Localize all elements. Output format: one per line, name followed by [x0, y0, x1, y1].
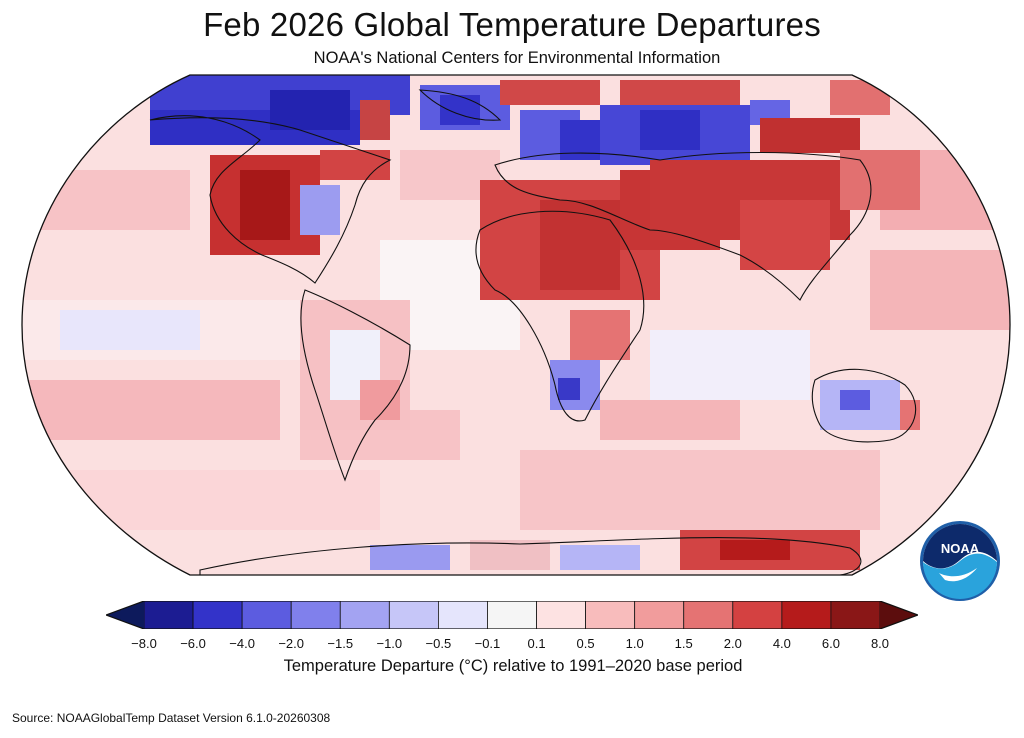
colorbar-cell	[339, 601, 390, 629]
chart-subtitle: NOAA's National Centers for Environmenta…	[313, 49, 721, 67]
colorbar-tick-label: 6.0	[821, 636, 840, 651]
colorbar-tick-label: −1.5	[327, 636, 354, 651]
colorbar-tick-label: −6.0	[180, 636, 206, 651]
colorbar-tick-label: −0.5	[425, 636, 452, 651]
colorbar-tick-label: −8.0	[131, 636, 157, 651]
colorbar-cell	[634, 601, 685, 629]
colorbar-cell	[585, 601, 636, 629]
map-border	[21, 74, 1011, 576]
colorbar-cell	[143, 601, 194, 629]
colorbar-tick-label: 0.1	[527, 636, 546, 651]
colorbar-tick-label: 2.0	[723, 636, 742, 651]
colorbar-cell	[487, 601, 537, 629]
colorbar-tick-label: 4.0	[772, 636, 791, 651]
colorbar-tick-label: −1.0	[376, 636, 403, 651]
colorbar-tick-label: 1.0	[625, 636, 644, 651]
colorbar-cell	[437, 601, 488, 629]
coastlines	[149, 89, 917, 576]
chart-title: Feb 2026 Global Temperature Departures	[203, 6, 821, 43]
colorbar-tick-label: −2.0	[278, 636, 305, 651]
colorbar-cell	[732, 601, 783, 629]
colorbar-cell	[536, 601, 586, 629]
colorbar	[106, 601, 918, 629]
colorbar-tick-label: 1.5	[674, 636, 693, 651]
map-fill-layer	[22, 75, 1010, 575]
noaa-logo-text: NOAA	[941, 541, 980, 556]
colorbar-cell	[683, 601, 734, 629]
noaa-logo: NOAA	[920, 521, 1000, 601]
colorbar-tick-label: −4.0	[229, 636, 255, 651]
colorbar-cell	[290, 601, 341, 629]
source-note: Source: NOAAGlobalTemp Dataset Version 6…	[12, 711, 331, 725]
colorbar-label: Temperature Departure (°C) relative to 1…	[283, 657, 743, 675]
colorbar-over-arrow	[880, 601, 918, 629]
colorbar-cell	[241, 601, 292, 629]
colorbar-under-arrow	[106, 601, 144, 629]
colorbar-tick-label: −0.1	[474, 636, 501, 651]
colorbar-tick-label: 0.5	[576, 636, 595, 651]
colorbar-cell	[830, 601, 881, 629]
colorbar-tick-label: 8.0	[870, 636, 890, 651]
colorbar-cell	[781, 601, 832, 629]
colorbar-cell	[388, 601, 439, 629]
colorbar-cell	[192, 601, 243, 629]
